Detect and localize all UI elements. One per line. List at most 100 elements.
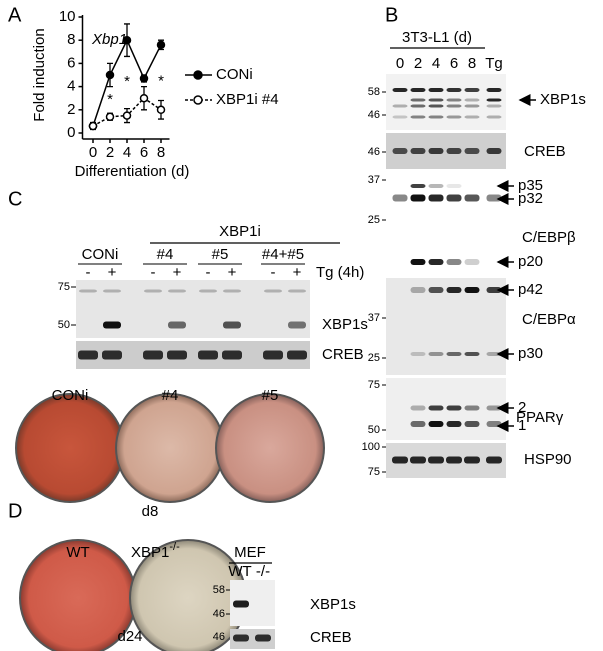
blot <box>386 74 506 130</box>
band <box>410 405 426 411</box>
data-point <box>156 105 166 115</box>
band <box>392 88 408 92</box>
mw-marker: 50 <box>58 319 70 331</box>
band-label: C/EBPα <box>522 311 576 328</box>
treatment-sign: + <box>173 264 182 281</box>
mw-marker: 75 <box>368 379 380 391</box>
dish-label: #4 <box>162 387 179 404</box>
band <box>464 259 480 265</box>
treatment-sign: - <box>86 264 91 281</box>
band <box>464 456 480 464</box>
lane-label: WT <box>228 563 251 580</box>
data-point <box>156 40 166 50</box>
mw-marker: 46 <box>368 109 380 121</box>
band-label: p30 <box>518 345 543 362</box>
band <box>486 194 502 202</box>
band <box>486 456 502 464</box>
data-point <box>122 35 132 45</box>
band-label: HSP90 <box>524 451 572 468</box>
mw-marker: 25 <box>368 352 380 364</box>
band-label: XBP1s <box>322 316 368 333</box>
panel-label: A <box>8 4 22 26</box>
treatment-sign: - <box>271 264 276 281</box>
data-point <box>88 121 98 131</box>
mw-marker: 25 <box>368 214 380 226</box>
band-label: XBP1s <box>540 91 586 108</box>
data-point <box>139 74 149 83</box>
band <box>428 287 444 293</box>
data-point <box>139 93 149 103</box>
treatment-sign: + <box>293 264 302 281</box>
band <box>446 88 462 92</box>
band-label: XBP1s <box>310 596 356 613</box>
band <box>446 104 462 108</box>
band <box>464 104 480 108</box>
band <box>428 259 444 265</box>
band <box>410 184 426 188</box>
band <box>428 352 444 356</box>
treatment-label: Tg (4h) <box>316 264 364 281</box>
band <box>392 104 408 108</box>
band <box>410 115 426 119</box>
lane-label: -/- <box>256 563 270 580</box>
band <box>410 104 426 108</box>
band <box>428 115 444 119</box>
band <box>428 421 444 427</box>
culture-dish <box>215 393 325 503</box>
band <box>199 289 217 293</box>
band <box>233 600 249 608</box>
x-tick-label: 8 <box>157 144 165 161</box>
treatment-sign: + <box>108 264 117 281</box>
band <box>428 405 444 411</box>
y-tick-label: 2 <box>67 101 75 118</box>
band <box>168 321 186 329</box>
band-label: p32 <box>518 190 543 207</box>
band-label: p20 <box>518 253 543 270</box>
panel-label: C <box>8 188 22 210</box>
band <box>446 456 462 464</box>
band <box>464 421 480 427</box>
culture-dish <box>15 393 125 503</box>
lane-label: 8 <box>468 55 476 72</box>
band <box>464 405 480 411</box>
day-label: d24 <box>117 628 142 645</box>
band-label: CREB <box>310 629 352 646</box>
blot <box>230 629 275 649</box>
x-tick-label: 2 <box>106 144 114 161</box>
mw-marker: 37 <box>368 174 380 186</box>
mw-marker: 58 <box>213 584 225 596</box>
legend-label: XBP1i #4 <box>216 91 279 108</box>
band-label: CREB <box>322 346 364 363</box>
band <box>263 350 283 360</box>
panel-label: B <box>385 4 398 26</box>
band <box>392 148 408 154</box>
dish-label: XBP1-/- <box>131 541 180 561</box>
band <box>446 98 462 102</box>
band <box>223 289 241 293</box>
day-label: d8 <box>142 503 159 520</box>
group-label: #5 <box>212 246 229 263</box>
band <box>143 350 163 360</box>
band <box>264 289 282 293</box>
superscript: -/- <box>169 541 180 553</box>
mw-marker: 46 <box>213 608 225 620</box>
mw-marker: 37 <box>368 312 380 324</box>
band <box>223 321 241 329</box>
band <box>446 194 462 202</box>
band <box>428 148 444 154</box>
mw-marker: 75 <box>368 466 380 478</box>
group-label: CONi <box>82 246 119 263</box>
band <box>288 321 306 329</box>
group-label: #4+#5 <box>262 246 304 263</box>
lane-label: 0 <box>396 55 404 72</box>
band <box>233 634 249 642</box>
band <box>102 350 122 360</box>
dish-label: CONi <box>52 387 89 404</box>
mw-marker: 50 <box>368 424 380 436</box>
band <box>78 350 98 360</box>
band <box>410 259 426 265</box>
data-point <box>105 70 115 80</box>
lane-label: 4 <box>432 55 440 72</box>
mw-marker: 100 <box>362 441 380 453</box>
band <box>464 98 480 102</box>
